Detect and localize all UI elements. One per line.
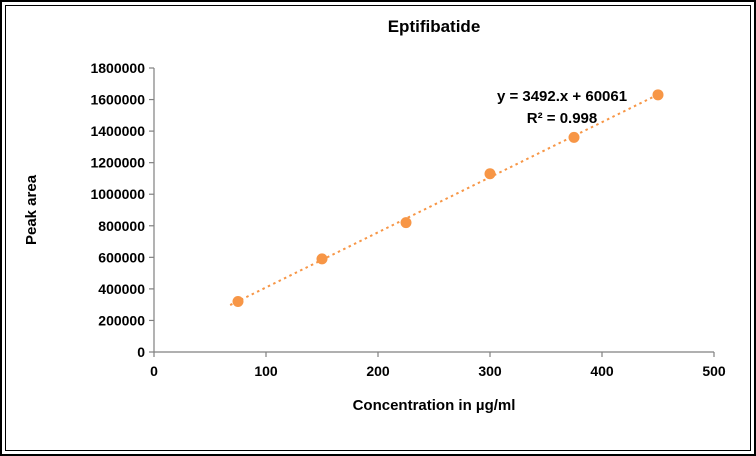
y-tick-label: 400000 [98, 281, 145, 297]
y-tick-label: 1200000 [90, 155, 145, 171]
y-tick-label: 1400000 [90, 123, 145, 139]
y-tick-label: 1000000 [90, 186, 145, 202]
data-point [316, 253, 328, 265]
data-point [652, 89, 664, 101]
x-tick-label: 0 [150, 363, 158, 379]
data-point [400, 217, 412, 229]
x-tick-label: 100 [254, 363, 278, 379]
x-tick-label: 200 [366, 363, 390, 379]
y-tick-label: 600000 [98, 249, 145, 265]
y-tick-label: 200000 [98, 312, 145, 328]
y-tick-label: 0 [137, 344, 145, 360]
x-tick-label: 400 [590, 363, 614, 379]
r-squared-label: R² = 0.998 [527, 110, 597, 127]
chart-title: Eptifibatide [388, 17, 481, 36]
data-point [484, 168, 496, 180]
x-tick-label: 500 [702, 363, 726, 379]
data-point [232, 296, 244, 308]
chart-frame: Eptifibatide 0 200000 400000 600000 800000 100… [5, 5, 751, 451]
y-tick-label: 1600000 [90, 92, 145, 108]
trendline [229, 92, 662, 306]
x-axis-title: Concentration in µg/ml [353, 397, 516, 414]
y-tick-label: 1800000 [90, 60, 145, 76]
x-tick-label: 300 [478, 363, 502, 379]
trend-equation-label: y = 3492.x + 60061 [497, 88, 627, 105]
y-tick-label: 800000 [98, 218, 145, 234]
data-point [568, 131, 580, 143]
y-axis-title: Peak area [23, 174, 40, 245]
chart-svg: Eptifibatide 0 200000 400000 600000 800000 100… [23, 17, 726, 414]
